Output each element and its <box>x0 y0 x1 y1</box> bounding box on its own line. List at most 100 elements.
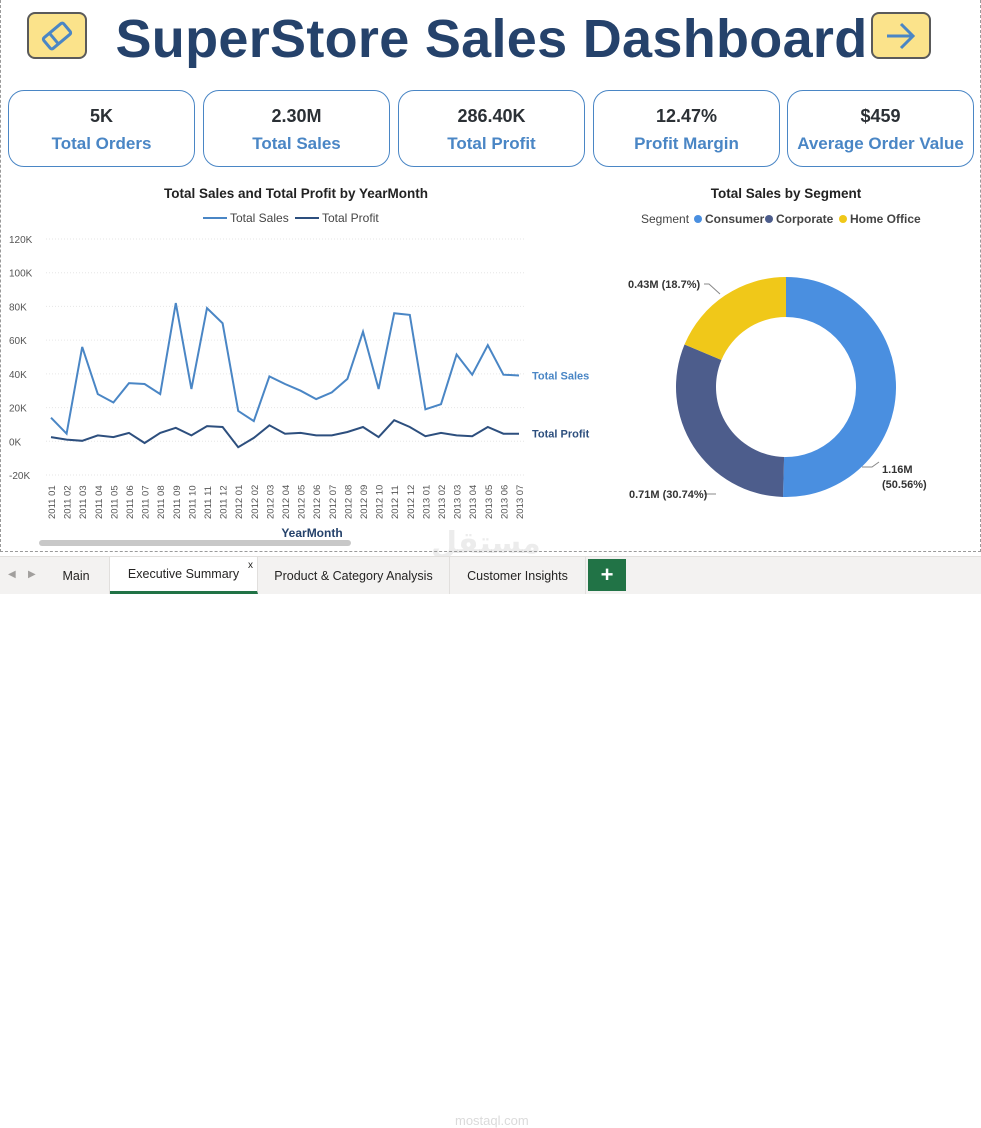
data-point-total-sales[interactable] <box>49 416 53 420</box>
y-tick-label: 80K <box>9 302 27 313</box>
data-point-total-sales[interactable] <box>377 387 381 391</box>
data-point-total-sales[interactable] <box>267 374 271 378</box>
data-point-total-profit[interactable] <box>377 435 381 439</box>
data-point-total-profit[interactable] <box>283 432 287 436</box>
data-point-total-sales[interactable] <box>299 389 303 393</box>
donut-slice-corporate[interactable] <box>676 344 785 497</box>
data-point-total-sales[interactable] <box>330 390 334 394</box>
data-point-total-sales[interactable] <box>143 382 147 386</box>
x-tick-label: 2011 05 <box>109 485 120 519</box>
kpi-value: 2.30M <box>271 106 322 126</box>
data-point-total-profit[interactable] <box>143 441 147 445</box>
donut-slice-home-office[interactable] <box>684 277 786 360</box>
data-point-total-profit[interactable] <box>299 431 303 435</box>
data-point-total-sales[interactable] <box>517 374 521 378</box>
data-point-total-sales[interactable] <box>283 382 287 386</box>
data-point-total-profit[interactable] <box>423 434 427 438</box>
x-tick-label: 2011 08 <box>156 485 167 519</box>
legend-title: Segment <box>641 212 690 226</box>
leader-line-home-office <box>704 283 721 295</box>
tab-customer-insights[interactable]: Customer Insights <box>450 557 586 594</box>
data-point-total-profit[interactable] <box>189 433 193 437</box>
data-point-total-profit[interactable] <box>392 418 396 422</box>
scroll-right-icon[interactable]: ▶ <box>28 569 36 580</box>
data-point-total-profit[interactable] <box>486 425 490 429</box>
eraser-icon <box>41 21 73 50</box>
data-point-total-profit[interactable] <box>221 425 225 429</box>
data-point-total-sales[interactable] <box>439 402 443 406</box>
data-point-total-profit[interactable] <box>96 433 100 437</box>
data-point-total-sales[interactable] <box>80 345 84 349</box>
data-point-total-sales[interactable] <box>158 392 162 396</box>
data-point-total-profit[interactable] <box>439 431 443 435</box>
legend-label-home-office: Home Office <box>850 212 921 226</box>
watermark: مستقل <box>431 527 541 560</box>
line-chart[interactable]: Total Sales Total Profit 120K 100K 80K 60K 40K… <box>1 205 591 550</box>
tab-main[interactable]: Main <box>43 557 110 594</box>
next-nav-button[interactable] <box>871 12 931 59</box>
data-point-total-sales[interactable] <box>205 306 209 310</box>
data-point-total-sales[interactable] <box>345 377 349 381</box>
series-line-total-profit[interactable] <box>50 418 519 449</box>
data-point-total-sales[interactable] <box>221 321 225 325</box>
kpi-card-profit-margin: 12.47% Profit Margin <box>593 90 780 167</box>
data-point-total-profit[interactable] <box>205 424 209 428</box>
donut-legend[interactable]: Segment Consumer Corporate Home Office <box>641 212 921 226</box>
data-point-total-profit[interactable] <box>158 431 162 435</box>
data-point-total-profit[interactable] <box>501 432 505 436</box>
data-point-total-profit[interactable] <box>236 445 240 449</box>
data-point-total-sales[interactable] <box>361 330 365 334</box>
data-point-total-profit[interactable] <box>361 425 365 429</box>
data-point-total-sales[interactable] <box>486 343 490 347</box>
data-point-total-profit[interactable] <box>65 438 69 442</box>
data-point-total-sales[interactable] <box>127 381 131 385</box>
back-nav-button[interactable] <box>27 12 87 59</box>
data-point-total-sales[interactable] <box>236 409 240 413</box>
data-point-total-sales[interactable] <box>470 373 474 377</box>
data-point-total-sales[interactable] <box>252 419 256 423</box>
data-point-total-sales[interactable] <box>408 313 412 317</box>
data-point-total-sales[interactable] <box>174 301 178 305</box>
data-point-total-sales[interactable] <box>314 397 318 401</box>
data-point-total-profit[interactable] <box>80 439 84 443</box>
data-point-total-profit[interactable] <box>330 433 334 437</box>
data-point-total-profit[interactable] <box>517 432 521 436</box>
data-point-total-profit[interactable] <box>252 436 256 440</box>
x-tick-label: 2013 01 <box>421 485 432 519</box>
donut-slice-consumer[interactable] <box>782 277 897 497</box>
data-point-total-profit[interactable] <box>174 426 178 430</box>
y-tick-label: -20K <box>9 471 30 482</box>
data-point-total-sales[interactable] <box>111 401 115 405</box>
data-point-total-profit[interactable] <box>49 435 53 439</box>
data-point-total-sales[interactable] <box>189 387 193 391</box>
donut-chart[interactable]: Segment Consumer Corporate Home Office 1.16M… <box>592 205 981 550</box>
data-point-total-profit[interactable] <box>470 434 474 438</box>
series-line-total-sales[interactable] <box>50 302 520 436</box>
data-point-total-profit[interactable] <box>345 430 349 434</box>
kpi-card-total-profit: 286.40K Total Profit <box>398 90 585 167</box>
leader-line-consumer <box>862 461 880 468</box>
data-point-total-sales[interactable] <box>501 373 505 377</box>
tab-product-category-analysis[interactable]: Product & Category Analysis <box>258 557 450 594</box>
scroll-left-icon[interactable]: ◀ <box>8 569 16 580</box>
donut-chart-title: Total Sales by Segment <box>710 186 862 201</box>
kpi-label: Total Profit <box>447 134 536 153</box>
horizontal-scrollbar[interactable] <box>39 540 351 546</box>
close-icon[interactable]: x <box>248 560 253 571</box>
data-point-total-profit[interactable] <box>111 435 115 439</box>
data-point-total-profit[interactable] <box>455 433 459 437</box>
y-tick-label: 100K <box>9 269 33 280</box>
data-point-total-profit[interactable] <box>314 433 318 437</box>
data-point-total-sales[interactable] <box>65 432 69 436</box>
data-point-total-sales[interactable] <box>96 392 100 396</box>
x-tick-label: 2012 02 <box>250 485 261 519</box>
tab-executive-summary[interactable]: Executive Summary x <box>110 557 258 594</box>
data-point-total-profit[interactable] <box>408 425 412 429</box>
line-chart-legend[interactable]: Total Sales Total Profit <box>203 211 379 225</box>
data-point-total-sales[interactable] <box>392 311 396 315</box>
add-page-button[interactable]: + <box>588 559 626 591</box>
data-point-total-sales[interactable] <box>423 407 427 411</box>
data-point-total-profit[interactable] <box>127 431 131 435</box>
data-point-total-sales[interactable] <box>455 352 459 356</box>
data-point-total-profit[interactable] <box>267 423 271 427</box>
